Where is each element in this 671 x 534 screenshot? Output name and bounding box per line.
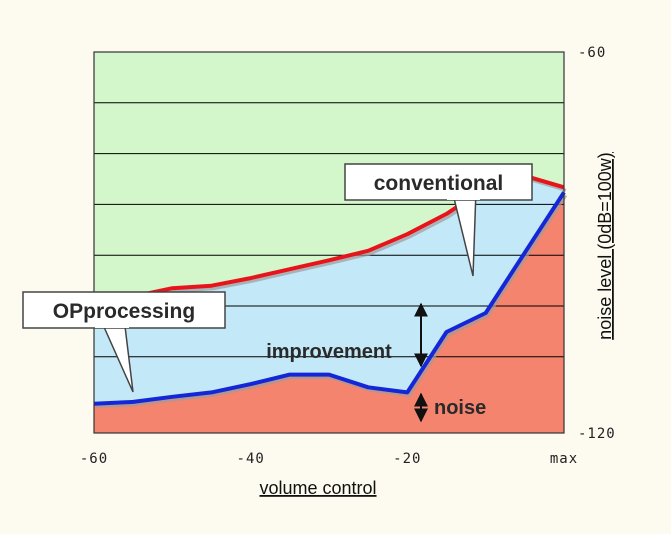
op-processing-line: [93, 191, 566, 406]
y-axis-title: noise level (0dB=100w): [595, 152, 615, 340]
x-tick-label: -20: [393, 451, 421, 467]
x-tick-label: -40: [237, 451, 265, 467]
conventional-callout: conventional: [344, 163, 533, 277]
op-processing-label: OPprocessing: [53, 300, 195, 323]
conventional-label: conventional: [374, 172, 504, 195]
improvement-label: improvement: [266, 341, 392, 363]
x-tick-label: max: [550, 451, 578, 467]
op-line-shadow: [95, 194, 568, 409]
plot-frame: [93, 51, 565, 434]
op-processing-callout: OPprocessing: [22, 291, 226, 393]
x-tick-label: -60: [80, 451, 108, 467]
noise-area: [94, 192, 564, 433]
x-axis-title: volume control: [259, 478, 376, 498]
y-tick-labels: -60 -120: [578, 45, 616, 442]
y-tick-label: -120: [578, 426, 616, 442]
noise-label: noise: [434, 397, 486, 419]
improvement-area: [94, 175, 564, 404]
x-tick-labels: -60 -40 -20 max: [80, 451, 578, 467]
y-tick-label: -60: [578, 45, 606, 61]
